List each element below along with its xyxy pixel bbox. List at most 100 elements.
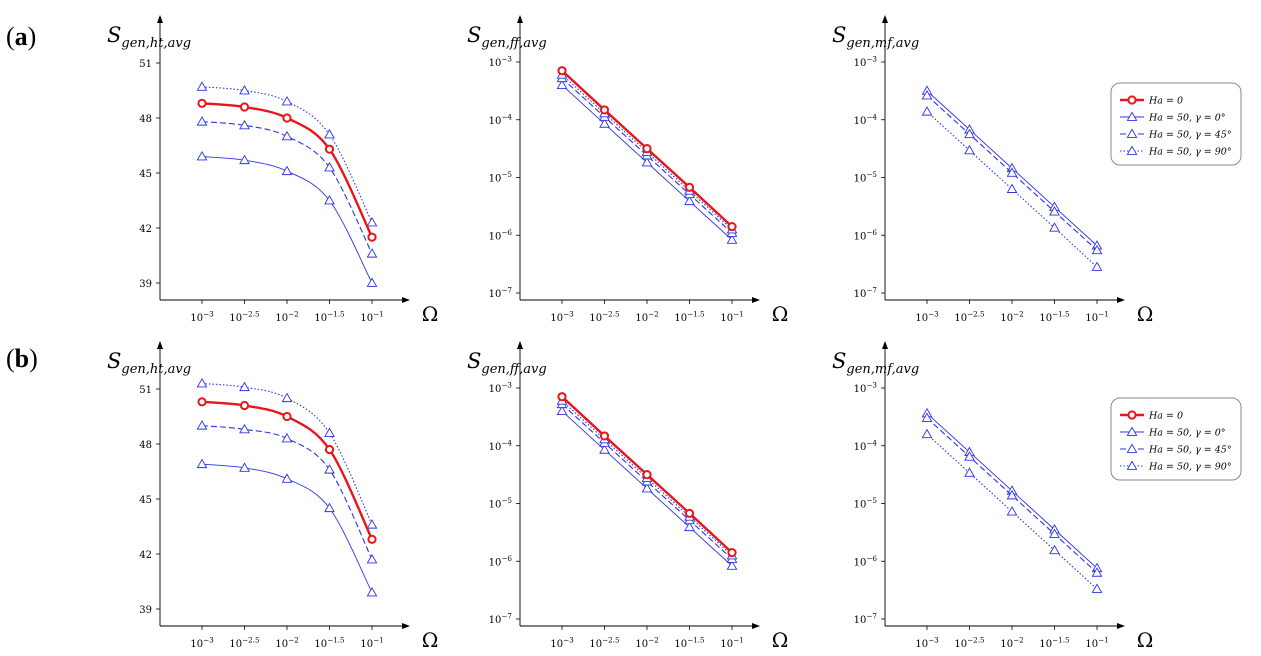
data-point [556,405,568,415]
tick-label: 48 [139,114,152,125]
x-axis-arrow [402,623,410,629]
x-axis-arrow [1117,297,1125,303]
data-point [1049,528,1060,539]
data-point [281,130,293,141]
x-axis-label: Ω [422,302,439,326]
series-3 [196,81,378,227]
data-point [281,392,293,403]
legend-marker [1126,145,1138,155]
tick-label: 10−7 [489,612,513,627]
data-point [921,412,933,422]
legend-label: Ha = 50, γ = 0° [1148,113,1226,124]
data-point [366,248,378,258]
series-line [201,425,373,560]
x-axis-label: Ω [772,628,789,652]
chart-b-3: Sgen,mf,avg 10−7 10−6 10−5 10−4 10−3 10−3 10−2.… [832,341,1153,652]
tick-label: 10−2 [1000,636,1023,651]
data-point [921,89,933,100]
x-axis-arrow [752,623,760,629]
data-point [281,165,293,176]
tick-label: 10−1 [1085,636,1108,651]
legend-box [1110,82,1242,166]
tick-label: 10−3 [854,55,878,70]
tick-label: 10−6 [854,554,878,569]
series-1 [196,150,378,287]
data-point [239,154,250,165]
legend-a: Ha = 0 Ha = 50, γ = 0° Ha = 50, γ = 45° Ha … [1110,82,1242,166]
axis-title: Sgen,ff,avg [467,349,547,377]
legend-box [1110,397,1242,481]
legend-marker [1126,111,1138,121]
tick-label: 10−3 [854,381,878,396]
data-point [197,397,207,407]
data-point [196,377,208,388]
legend-marker [1126,443,1138,453]
tick-label: 10−7 [489,286,513,301]
tick-label: 10−3 [489,55,513,70]
data-point [642,144,652,154]
tick-label: 10−2 [275,310,298,325]
legend-entry: Ha = 50, γ = 45° [1120,128,1232,141]
data-point [239,102,250,112]
tick-label: 39 [139,279,152,290]
legend-label: Ha = 0 [1148,96,1183,107]
data-point [366,216,378,227]
legend-marker [1127,95,1137,105]
x-axis-label: Ω [422,628,439,652]
tick-label: 10−3 [915,310,939,325]
legend-b: Ha = 0 Ha = 50, γ = 0° Ha = 50, γ = 45° Ha … [1110,397,1242,481]
tick-label: 10−6 [489,554,513,569]
data-point [1049,544,1060,555]
series-line [201,382,373,525]
legend-entry: Ha = 50, γ = 90° [1120,145,1232,158]
series-line [561,77,733,234]
data-point [1091,244,1103,255]
tick-label: 10−1.5 [1039,636,1070,651]
series-1 [556,405,738,570]
data-point [239,423,250,434]
legend-marker [1127,410,1137,420]
data-point [964,451,975,461]
legend-marker [1126,426,1138,436]
y-axis-arrow [517,15,523,23]
y-axis-arrow [517,341,523,349]
tick-label: 10−3 [550,636,574,651]
tick-label: 10−2 [635,310,658,325]
tick-label: 10−5 [854,496,878,511]
data-point [281,432,293,443]
data-point [196,81,208,91]
data-point [367,534,377,544]
tick-label: 10−5 [489,496,513,511]
data-point [366,519,378,529]
chart-b-1: Sgen,ht,avg 39 42 45 48 51 10−3 10−2.5 10−2 10−1.… [107,341,438,652]
data-point [196,458,208,469]
x-axis-label: Ω [1137,302,1154,326]
data-point [197,98,207,108]
tick-label: 10−2.5 [589,636,620,651]
series-2 [196,116,378,258]
data-point [281,95,293,106]
legend-entry: Ha = 0 [1120,95,1183,107]
series-0 [557,66,737,232]
data-point [599,105,610,115]
data-point [964,467,975,477]
tick-label: 10−1 [720,310,743,325]
axis-title: Sgen,mf,avg [832,23,919,51]
data-point [282,411,292,422]
tick-label: 10−4 [854,438,878,453]
chart-b-2: Sgen,ff,avg 10−7 10−6 10−5 10−4 10−3 10−3 10−2.… [467,341,788,652]
tick-label: 10−7 [854,286,878,301]
series-3 [196,377,378,529]
tick-label: 10−1.5 [314,636,345,651]
x-axis-arrow [402,297,410,303]
tick-label: 10−1 [1085,310,1108,325]
tick-label: 10−4 [489,438,513,453]
data-point [921,106,933,116]
data-point [367,232,377,242]
tick-label: 10−6 [854,228,878,243]
axis-title: Sgen,ff,avg [467,23,547,51]
y-axis-arrow [882,15,888,23]
legend-label: Ha = 50, γ = 90° [1148,462,1232,473]
data-point [239,119,250,130]
y-axis-arrow [882,341,888,349]
